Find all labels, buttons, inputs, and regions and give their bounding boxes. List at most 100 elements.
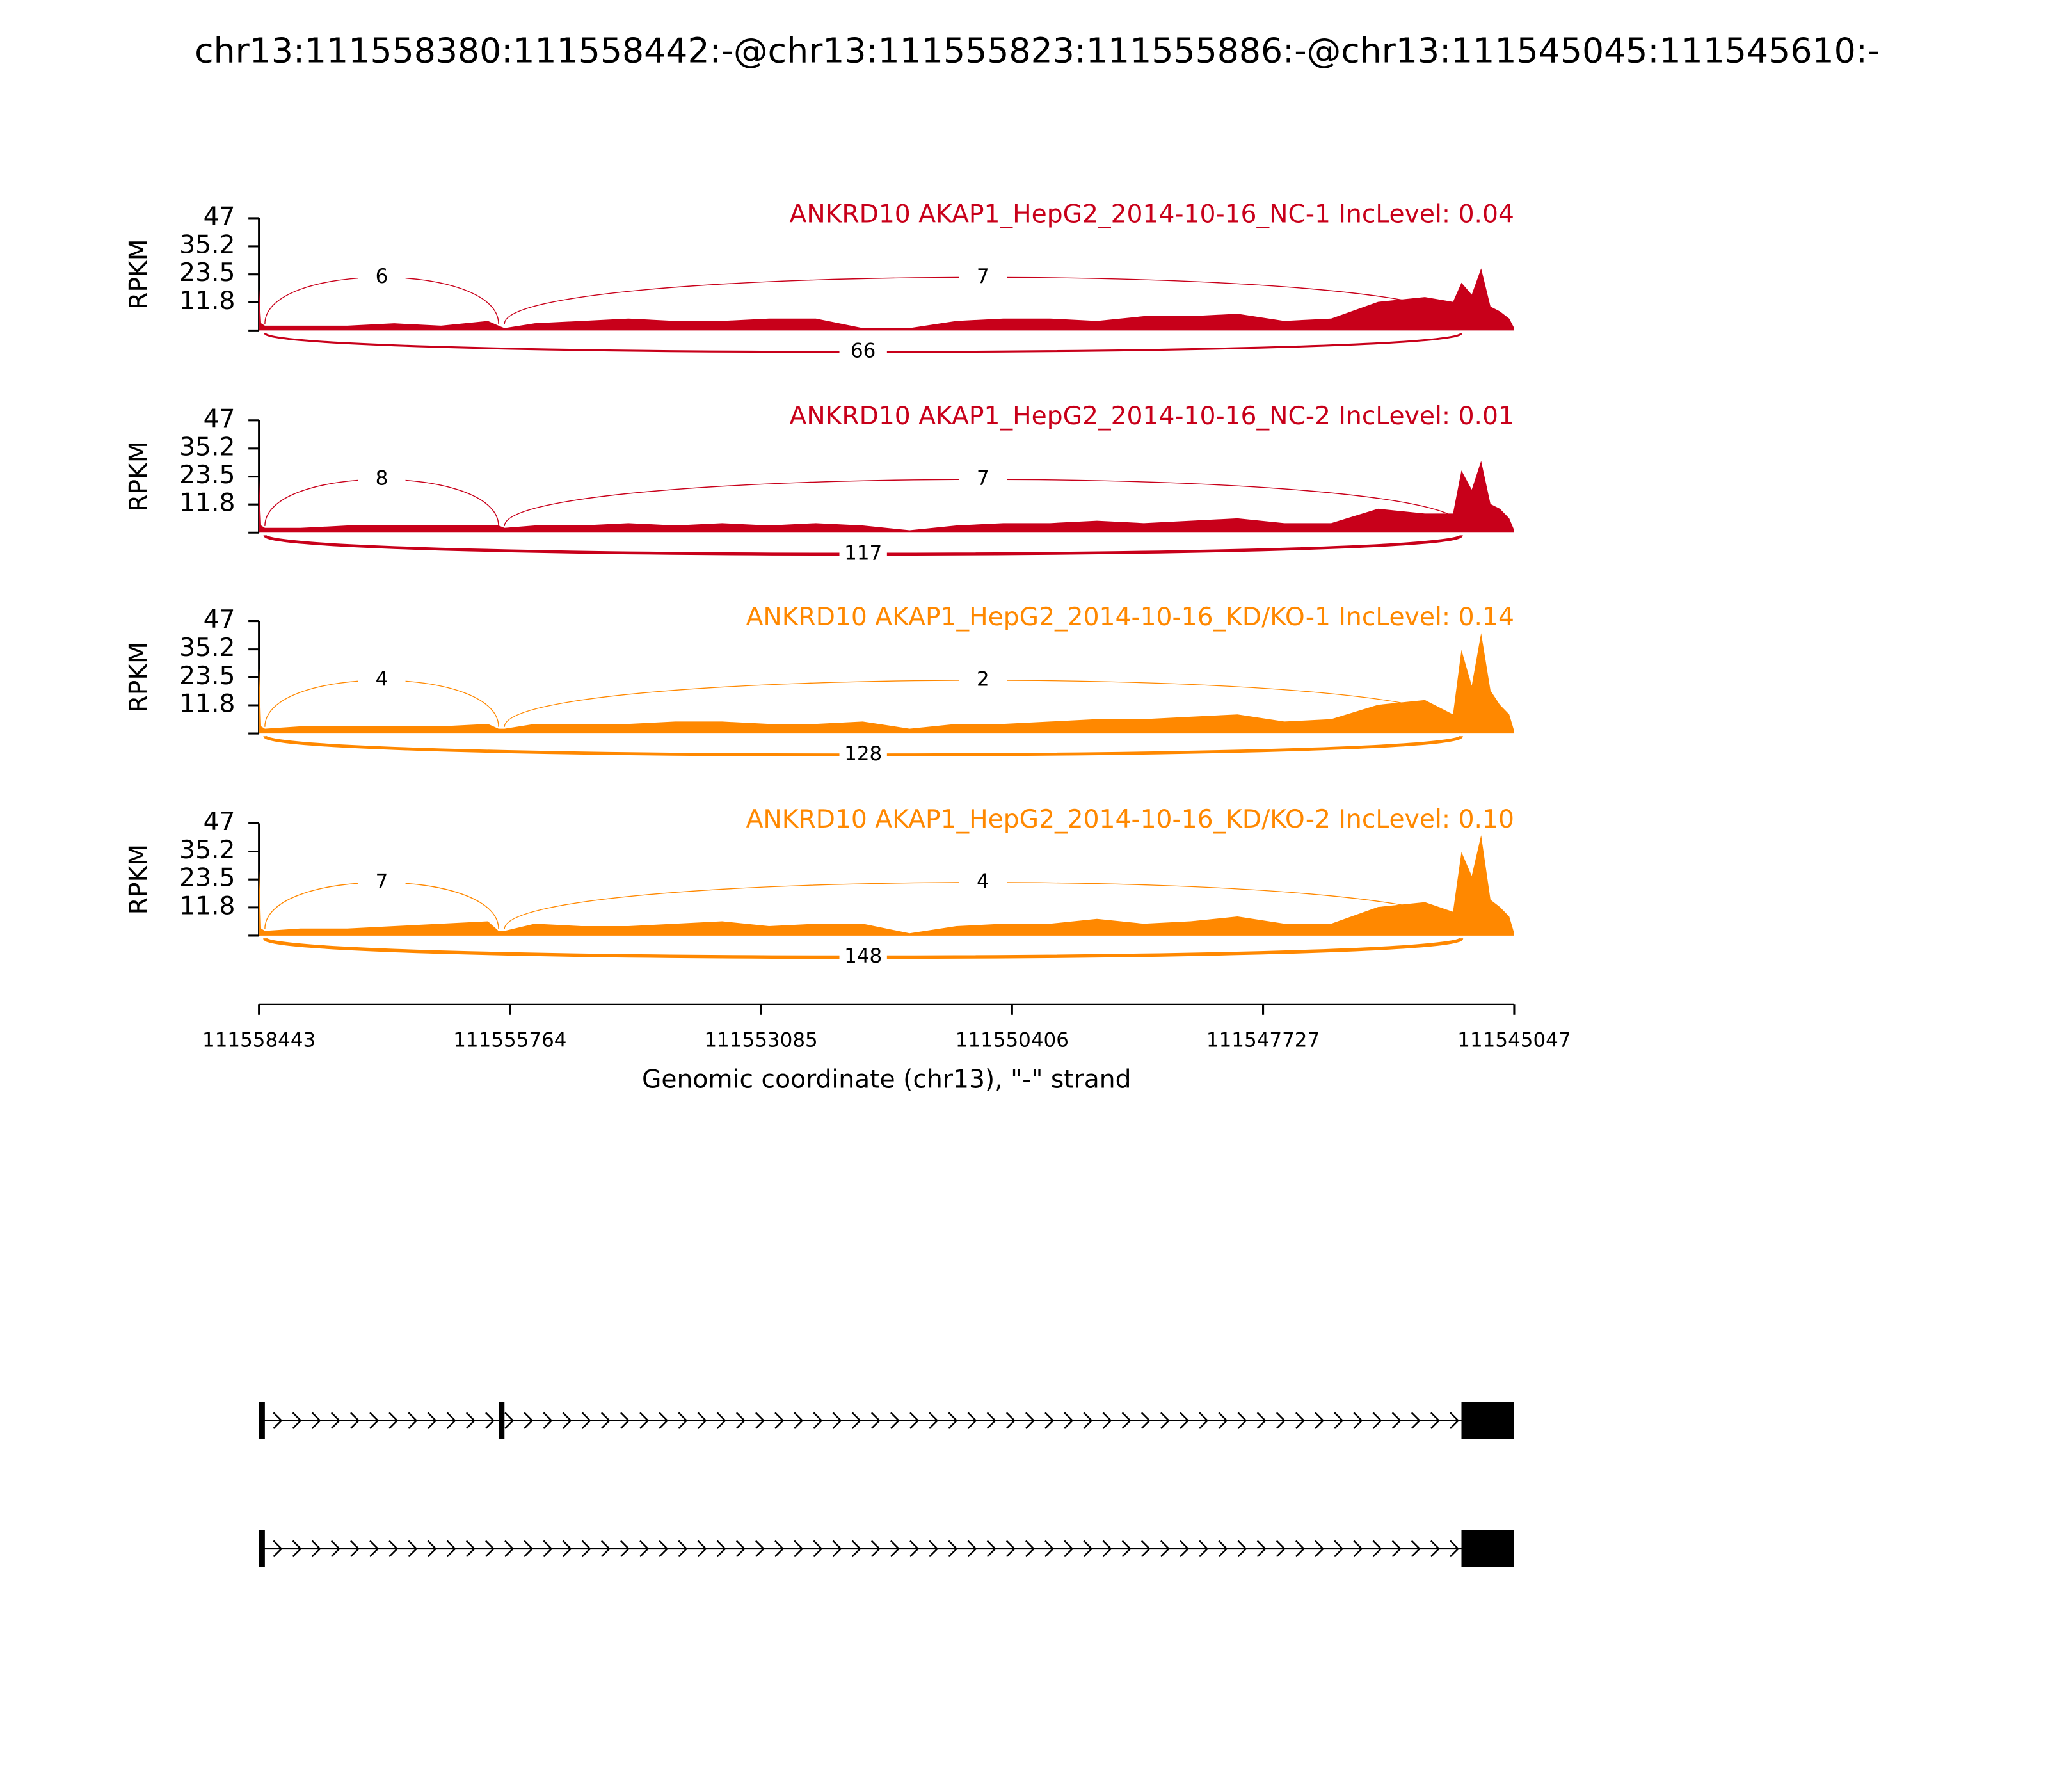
chart-title: chr13:111558380:111558442:-@chr13:111555… <box>195 30 1880 70</box>
strand-chevron <box>581 1540 591 1558</box>
strand-chevron <box>755 1412 765 1429</box>
junction-label-bg <box>959 668 1007 692</box>
strand-chevron <box>311 1540 321 1558</box>
x-tick-label: 111547727 <box>1206 1029 1320 1052</box>
junction-label: 7 <box>977 467 989 490</box>
y-tick-label: 35.2 <box>179 836 235 865</box>
strand-chevron <box>1102 1412 1112 1429</box>
strand-chevron <box>986 1540 996 1558</box>
strand-chevron <box>1450 1412 1460 1429</box>
strand-chevron <box>1044 1540 1055 1558</box>
strand-chevron <box>292 1412 302 1429</box>
strand-chevron <box>1160 1412 1171 1429</box>
strand-chevron <box>697 1540 707 1558</box>
coverage-area <box>259 461 1514 533</box>
junction-label-bg <box>839 542 887 566</box>
strand-chevron <box>1276 1540 1286 1558</box>
strand-chevron <box>735 1412 746 1429</box>
strand-chevron <box>774 1412 785 1429</box>
strand-chevron <box>1121 1412 1132 1429</box>
y-tick-label: 11.8 <box>179 489 235 518</box>
strand-chevron <box>524 1412 534 1429</box>
strand-chevron <box>1237 1412 1247 1429</box>
strand-chevron <box>735 1540 746 1558</box>
strand-chevron <box>600 1540 611 1558</box>
strand-chevron <box>427 1412 437 1429</box>
strand-chevron <box>851 1540 861 1558</box>
junction-label: 7 <box>376 870 388 893</box>
strand-chevron <box>755 1540 765 1558</box>
strand-chevron <box>678 1540 688 1558</box>
strand-chevron <box>832 1540 842 1558</box>
strand-chevron <box>678 1412 688 1429</box>
y-tick-label: 47 <box>204 202 236 231</box>
strand-chevron <box>1083 1540 1093 1558</box>
strand-chevron <box>408 1412 418 1429</box>
track-title: ANKRD10 AKAP1_HepG2_2014-10-16_NC-1 IncL… <box>790 200 1514 228</box>
strand-chevron <box>292 1540 302 1558</box>
strand-chevron <box>967 1540 977 1558</box>
strand-chevron <box>716 1540 726 1558</box>
strand-chevron <box>446 1412 456 1429</box>
strand-chevron <box>909 1412 920 1429</box>
strand-chevron <box>870 1412 881 1429</box>
strand-chevron <box>1044 1412 1055 1429</box>
strand-chevron <box>1102 1540 1112 1558</box>
strand-chevron <box>1218 1412 1228 1429</box>
strand-chevron <box>330 1412 340 1429</box>
strand-chevron <box>1025 1540 1036 1558</box>
junction-label: 2 <box>977 668 989 691</box>
strand-chevron <box>967 1412 977 1429</box>
y-tick-label: 11.8 <box>179 690 235 719</box>
y-tick-label: 35.2 <box>179 634 235 662</box>
strand-chevron <box>890 1412 900 1429</box>
strand-chevron <box>620 1540 630 1558</box>
strand-chevron <box>659 1540 669 1558</box>
strand-chevron <box>1083 1412 1093 1429</box>
x-tick-label: 111550406 <box>956 1029 1069 1052</box>
strand-chevron <box>794 1540 804 1558</box>
x-tick-label: 111545047 <box>1457 1029 1571 1052</box>
strand-chevron <box>1372 1412 1382 1429</box>
strand-chevron <box>504 1540 515 1558</box>
strand-chevron <box>1160 1540 1171 1558</box>
strand-chevron <box>273 1412 283 1429</box>
strand-chevron <box>1276 1412 1286 1429</box>
junction-label-bg <box>959 265 1007 289</box>
y-tick-label: 47 <box>204 808 236 836</box>
strand-chevron <box>1180 1412 1190 1429</box>
strand-chevron <box>1411 1412 1421 1429</box>
junction-label-bg <box>839 340 887 364</box>
strand-chevron <box>639 1540 650 1558</box>
strand-chevron <box>1064 1540 1074 1558</box>
coverage-area <box>259 268 1514 331</box>
strand-chevron <box>639 1412 650 1429</box>
exon <box>1461 1530 1514 1567</box>
strand-chevron <box>1025 1412 1036 1429</box>
strand-chevron <box>369 1540 380 1558</box>
strand-chevron <box>1218 1540 1228 1558</box>
track-title: ANKRD10 AKAP1_HepG2_2014-10-16_KD/KO-1 I… <box>746 603 1514 632</box>
x-tick-label: 111553085 <box>704 1029 817 1052</box>
strand-chevron <box>1295 1412 1306 1429</box>
strand-chevron <box>388 1540 399 1558</box>
junction-label: 148 <box>844 945 882 968</box>
strand-chevron <box>485 1412 495 1429</box>
junction-label-bg <box>358 467 406 492</box>
strand-chevron <box>1372 1540 1382 1558</box>
strand-chevron <box>1295 1540 1306 1558</box>
strand-chevron <box>562 1540 572 1558</box>
junction-label: 8 <box>376 467 388 490</box>
strand-chevron <box>1237 1540 1247 1558</box>
strand-chevron <box>948 1412 958 1429</box>
strand-chevron <box>929 1540 939 1558</box>
y-tick-label: 47 <box>204 404 236 433</box>
strand-chevron <box>350 1412 360 1429</box>
strand-chevron <box>1430 1412 1441 1429</box>
strand-chevron <box>427 1540 437 1558</box>
strand-chevron <box>543 1540 553 1558</box>
strand-chevron <box>929 1412 939 1429</box>
strand-chevron <box>813 1540 823 1558</box>
strand-chevron <box>1315 1540 1325 1558</box>
strand-chevron <box>465 1540 476 1558</box>
